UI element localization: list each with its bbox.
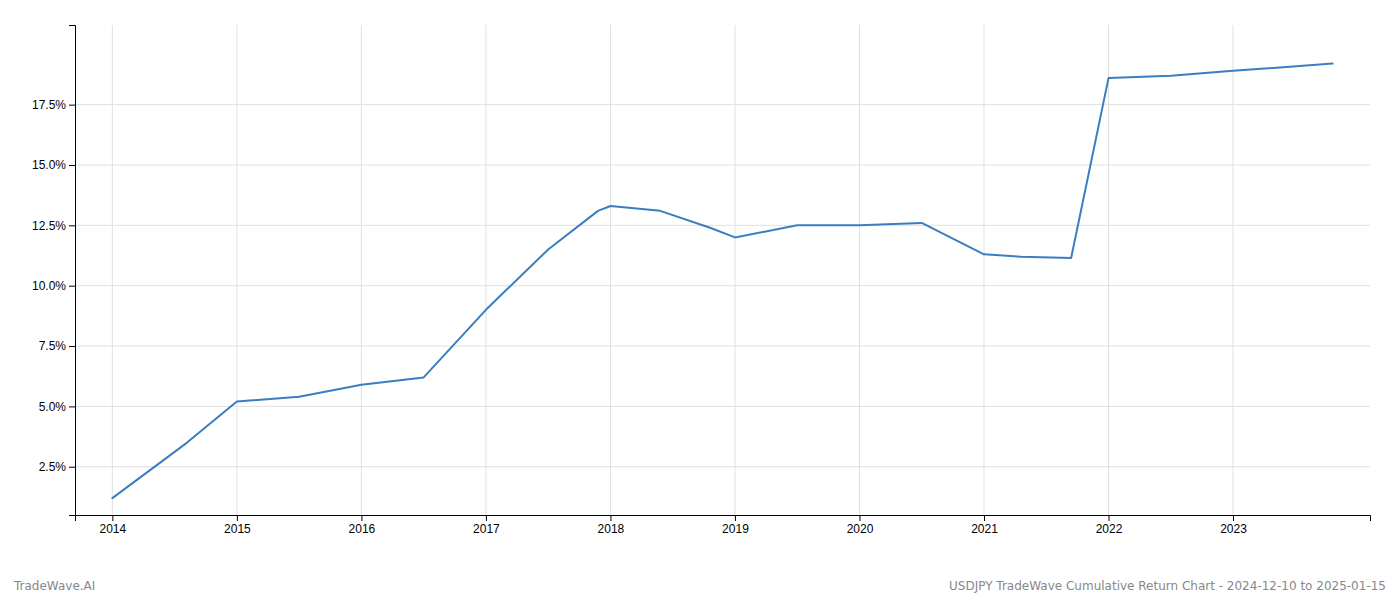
grid-line-y <box>75 346 1370 347</box>
grid-line-x <box>983 25 984 515</box>
x-tick-label: 2021 <box>971 522 998 536</box>
x-tick: 2019 <box>722 515 749 536</box>
grid-line-x <box>361 25 362 515</box>
x-tick: 2014 <box>100 515 127 536</box>
x-tick-label: 2018 <box>598 522 625 536</box>
y-tick-mark <box>69 225 75 226</box>
y-axis-line <box>69 26 76 516</box>
x-tick: 2021 <box>971 515 998 536</box>
x-axis-line <box>76 516 1371 522</box>
x-tick: 2015 <box>224 515 251 536</box>
grid-line-x <box>1108 25 1109 515</box>
x-tick-label: 2019 <box>722 522 749 536</box>
y-tick-mark <box>69 406 75 407</box>
x-tick-mark <box>361 515 362 521</box>
y-tick-label: 5.0% <box>39 400 67 414</box>
x-tick-mark <box>610 515 611 521</box>
x-tick-label: 2016 <box>349 522 376 536</box>
y-tick-mark <box>69 286 75 287</box>
x-tick-label: 2022 <box>1096 522 1123 536</box>
y-tick-mark <box>69 467 75 468</box>
grid-line-y <box>75 225 1370 226</box>
y-tick: 15.0% <box>32 158 75 172</box>
x-tick-label: 2017 <box>473 522 500 536</box>
chart: 2014 2015 2016 2017 2018 2019 2020 2021 2022 2023… <box>0 0 1400 600</box>
footer-text: TradeWave.AI <box>13 579 95 593</box>
grid-line-x <box>485 25 486 515</box>
grid-line-x <box>1233 25 1234 515</box>
y-tick-mark <box>69 346 75 347</box>
grid-line-x <box>112 25 113 515</box>
x-tick: 2022 <box>1096 515 1123 536</box>
grid-line-x <box>734 25 735 515</box>
y-tick-label: 10.0% <box>32 279 66 293</box>
x-tick-mark <box>735 515 736 521</box>
y-tick-label: 7.5% <box>39 339 67 353</box>
grid-line-y <box>75 165 1370 166</box>
y-tick: 12.5% <box>32 219 75 233</box>
x-tick-label: 2015 <box>224 522 251 536</box>
x-tick-mark <box>486 515 487 521</box>
x-tick-mark <box>984 515 985 521</box>
y-tick: 10.0% <box>32 279 75 293</box>
x-tick: 2016 <box>349 515 376 536</box>
x-tick-mark <box>237 515 238 521</box>
x-tick-label: 2023 <box>1220 522 1247 536</box>
x-tick-mark <box>859 515 860 521</box>
grid-line-x <box>236 25 237 515</box>
x-tick-mark <box>1233 515 1234 521</box>
marks <box>112 64 1332 498</box>
grid-line-x <box>859 25 860 515</box>
y-tick-label: 2.5% <box>39 460 67 474</box>
plot: 2014 2015 2016 2017 2018 2019 2020 2021 2022 2023… <box>32 25 1371 536</box>
y-tick-mark <box>69 165 75 166</box>
x-tick: 2020 <box>847 515 874 536</box>
x-tick-mark <box>1109 515 1110 521</box>
x-tick-mark <box>112 515 113 521</box>
y-tick-mark <box>69 105 75 106</box>
y-tick-label: 17.5% <box>32 98 66 112</box>
grid-line-y <box>75 406 1370 407</box>
grid-line-x <box>610 25 611 515</box>
y-tick-label: 15.0% <box>32 158 66 172</box>
x-tick: 2017 <box>473 515 500 536</box>
y-tick: 5.0% <box>39 400 75 414</box>
y-tick-label: 12.5% <box>32 219 66 233</box>
grid-line-y <box>75 104 1370 105</box>
footer-text: USDJPY TradeWave Cumulative Return Chart… <box>949 579 1386 593</box>
x-tick-label: 2014 <box>100 522 127 536</box>
y-axis: 2.5% 5.0% 7.5% 10.0% 12.5% 15.0% 17.5% <box>32 26 76 516</box>
line <box>112 64 1332 498</box>
y-tick: 2.5% <box>39 460 75 474</box>
x-tick-label: 2020 <box>847 522 874 536</box>
grid <box>75 25 1370 515</box>
x-tick: 2018 <box>598 515 625 536</box>
y-tick: 17.5% <box>32 98 75 112</box>
x-axis: 2014 2015 2016 2017 2018 2019 2020 2021 2022 2023 <box>76 515 1371 536</box>
grid-line-y <box>75 466 1370 467</box>
x-tick: 2023 <box>1220 515 1247 536</box>
y-tick: 7.5% <box>39 339 75 353</box>
grid-line-y <box>75 285 1370 286</box>
